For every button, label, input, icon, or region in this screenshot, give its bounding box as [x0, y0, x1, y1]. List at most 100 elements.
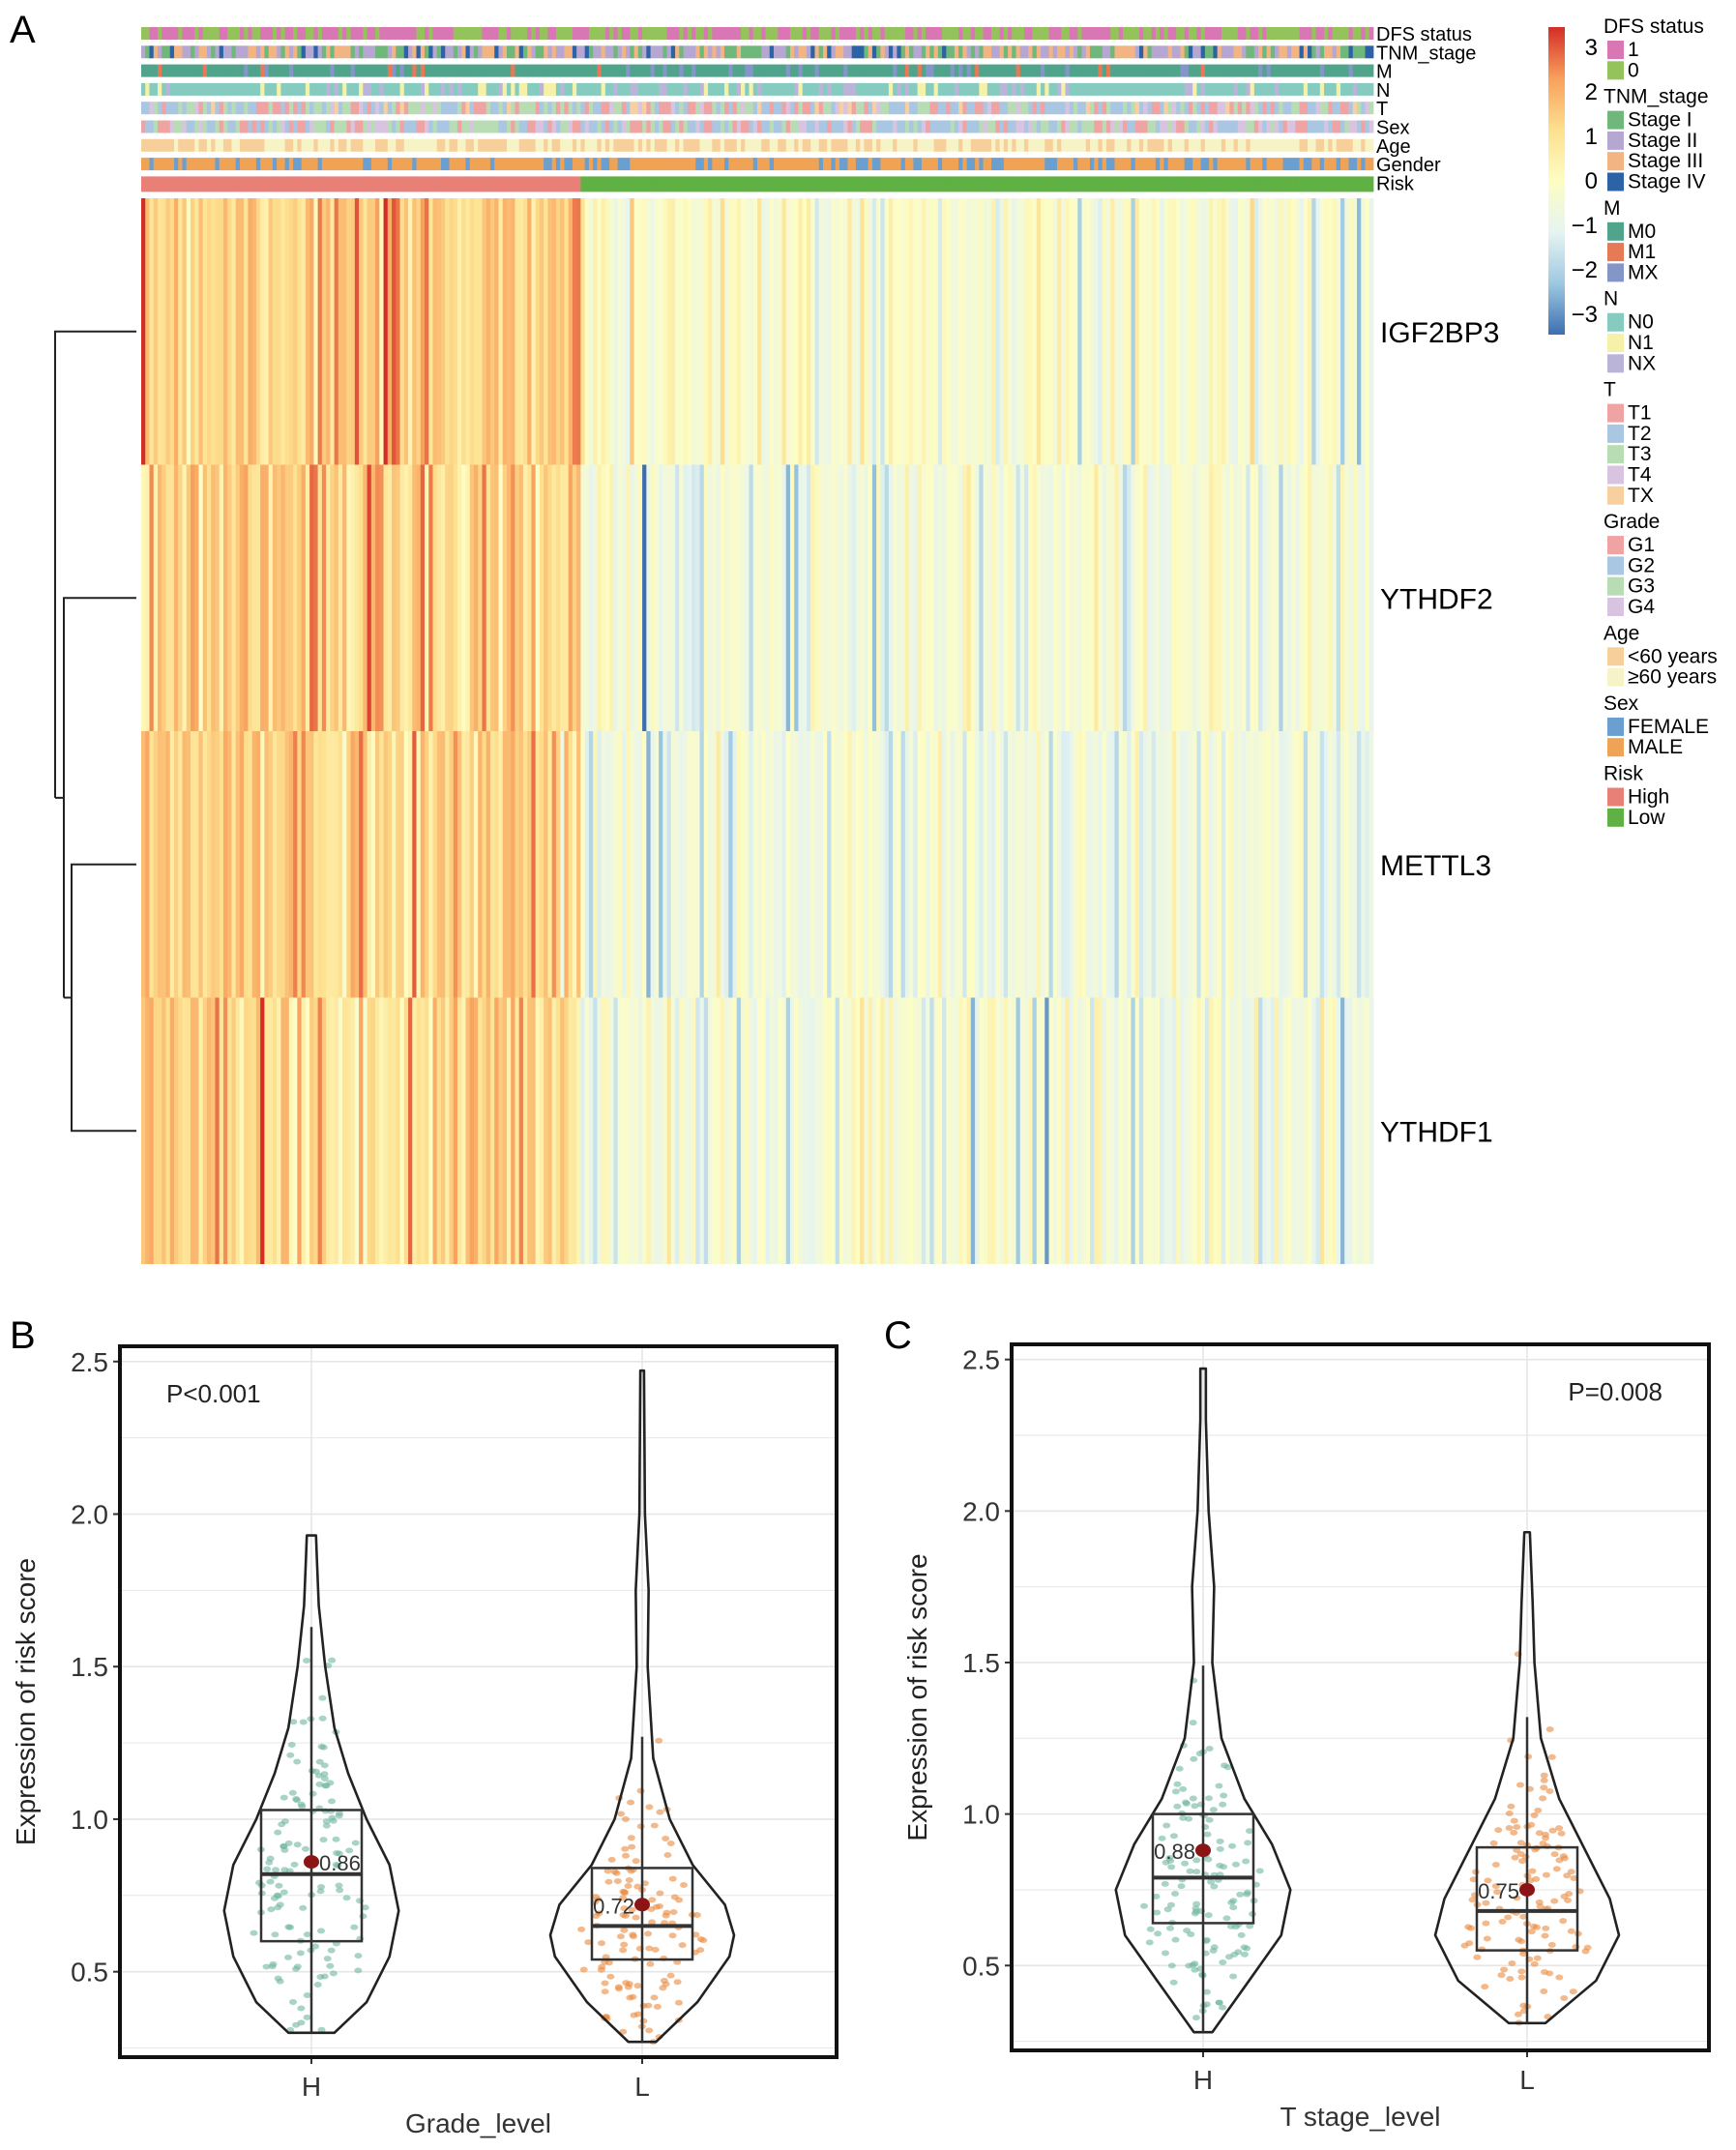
annotation-cell: [449, 138, 455, 152]
annotation-cell: [162, 138, 166, 152]
annotation-cell: [182, 176, 188, 192]
annotation-cell: [293, 158, 298, 171]
annotation-cell: [527, 158, 532, 171]
annotation-cell: [588, 138, 594, 152]
annotation-cell: [227, 120, 232, 133]
annotation-cell: [441, 102, 446, 115]
heatmap-cell: [1328, 997, 1333, 1264]
annotation-cell: [1015, 138, 1021, 152]
annotation-cell: [781, 64, 787, 77]
annotation-cell: [749, 102, 754, 115]
heatmap-cell: [367, 997, 372, 1264]
annotation-cell: [1171, 45, 1177, 59]
annotation-cell: [970, 138, 976, 152]
annotation-cell: [485, 176, 491, 192]
heatmap-cell: [802, 464, 808, 731]
annotation-cell: [749, 138, 754, 152]
annotation-cell: [921, 102, 927, 115]
annotation-cell: [765, 158, 771, 171]
annotation-cell: [268, 138, 274, 152]
annotation-cell: [502, 138, 508, 152]
heatmap-cell: [880, 731, 886, 998]
heatmap-cell: [547, 731, 553, 998]
annotation-cell: [518, 158, 524, 171]
annotation-cell: [334, 138, 339, 152]
annotation-cell: [260, 64, 265, 77]
annotation-cell: [412, 120, 417, 133]
annotation-cell: [1134, 45, 1140, 59]
annotation-cell: [572, 176, 577, 192]
heatmap-cell: [255, 464, 261, 731]
heatmap-cell: [864, 731, 869, 998]
annotation-cell: [1250, 176, 1255, 192]
data-point: [1244, 1840, 1252, 1846]
annotation-cell: [893, 27, 897, 40]
annotation-cell: [691, 158, 696, 171]
annotation-cell: [392, 102, 397, 115]
heatmap-cell: [1057, 464, 1062, 731]
annotation-cell: [1213, 158, 1219, 171]
annotation-cell: [359, 82, 364, 96]
data-point: [1219, 2004, 1227, 2011]
annotation-cell: [412, 45, 417, 59]
heatmap-cell: [741, 997, 746, 1264]
annotation-cell: [173, 64, 179, 77]
heatmap-cell: [568, 997, 574, 1264]
heatmap-cell: [305, 464, 310, 731]
annotation-cell: [255, 158, 261, 171]
annotation-cell: [445, 176, 450, 192]
heatmap-cell: [206, 198, 212, 465]
annotation-cell: [1229, 45, 1235, 59]
heatmap-cell: [1200, 198, 1206, 465]
annotation-cell: [363, 27, 368, 40]
annotation-cell: [633, 64, 639, 77]
annotation-cell: [720, 120, 725, 133]
heatmap-cell: [835, 198, 840, 465]
heatmap-cell: [810, 464, 815, 731]
annotation-cell: [453, 138, 458, 152]
heatmap-cell: [264, 997, 270, 1264]
annotation-cell: [169, 27, 175, 40]
heatmap-cell: [227, 464, 232, 731]
heatmap-cell: [1225, 997, 1230, 1264]
annotation-cell: [186, 102, 191, 115]
annotation-cell: [194, 27, 199, 40]
annotation-cell: [666, 158, 672, 171]
annotation-cell: [1188, 45, 1193, 59]
annotation-cell: [272, 176, 278, 192]
annotation-cell: [465, 102, 471, 115]
annotation-cell: [789, 64, 795, 77]
heatmap-cell: [367, 464, 372, 731]
annotation-cell: [666, 64, 672, 77]
annotation-cell: [679, 82, 684, 96]
annotation-cell: [502, 102, 508, 115]
annotation-cell: [173, 102, 179, 115]
heatmap-cell: [847, 731, 853, 998]
heatmap-cell: [765, 464, 771, 731]
annotation-cell: [909, 102, 914, 115]
heatmap-cell: [1328, 198, 1333, 465]
heatmap-cell: [646, 731, 651, 998]
heatmap-cell: [1028, 464, 1033, 731]
annotation-cell: [765, 82, 771, 96]
annotation-cell: [1328, 45, 1333, 59]
heatmap-cell: [1246, 464, 1251, 731]
annotation-cell: [683, 82, 689, 96]
annotation-cell: [485, 120, 491, 133]
annotation-cell: [917, 64, 923, 77]
annotation-cell: [1192, 27, 1197, 40]
annotation-cell: [268, 176, 274, 192]
annotation-cell: [408, 82, 413, 96]
annotation-cell: [1003, 45, 1009, 59]
heatmap-cell: [162, 198, 166, 465]
annotation-cell: [1217, 82, 1222, 96]
annotation-cell: [1052, 82, 1058, 96]
heatmap-cell: [670, 731, 676, 998]
annotation-cell: [888, 45, 894, 59]
annotation-cell: [248, 27, 253, 40]
annotation-cell: [687, 158, 692, 171]
annotation-cell: [1253, 45, 1259, 59]
annotation-cell: [564, 64, 570, 77]
row-dendrogram: [54, 330, 136, 1133]
annotation-cell: [802, 158, 808, 171]
